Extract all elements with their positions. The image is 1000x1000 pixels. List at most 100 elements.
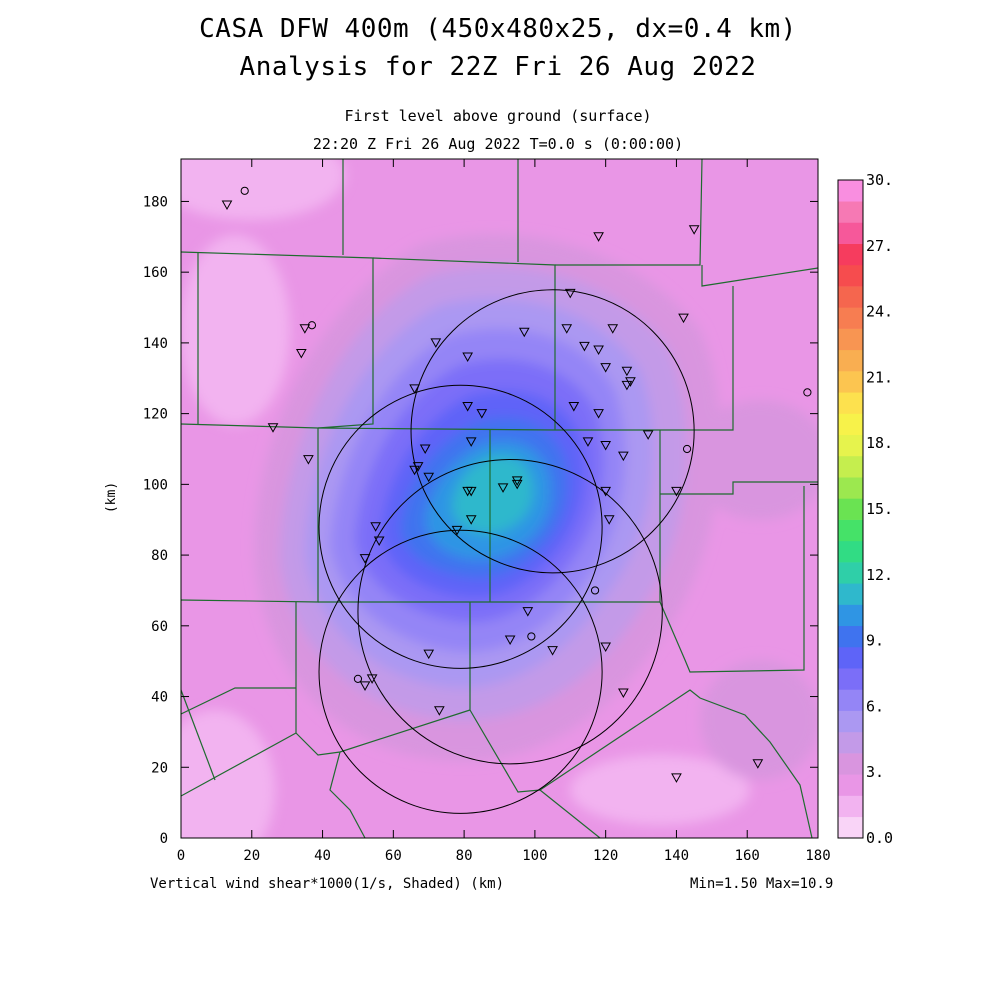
level-description: First level above ground (surface)	[344, 107, 652, 125]
colorbar-label: 27.	[866, 237, 893, 255]
station-triangle-marker	[522, 607, 534, 617]
colorbar-swatch	[838, 477, 863, 499]
station-triangle-marker	[409, 384, 420, 394]
colorbar-swatch	[838, 264, 863, 287]
station-triangle-marker	[752, 759, 764, 769]
colorbar-swatch	[838, 646, 863, 669]
x-tick-label: 120	[593, 848, 618, 864]
colorbar-swatch	[838, 434, 863, 457]
station-triangle-marker	[618, 451, 629, 462]
colorbar-label: 18.	[866, 434, 893, 452]
station-triangle-marker	[579, 341, 590, 352]
station-triangle-marker	[593, 232, 604, 242]
x-tick-label: 140	[664, 848, 689, 864]
station-triangle-marker	[607, 324, 619, 334]
colorbar-swatch	[838, 222, 863, 244]
station-triangle-marker	[561, 324, 573, 334]
radar-ring	[318, 384, 603, 669]
colorbar-label: 30.	[866, 171, 893, 189]
station-triangle-marker	[688, 225, 700, 235]
colorbar-swatch	[838, 307, 863, 329]
y-tick-label: 40	[151, 690, 168, 706]
radar-ring	[410, 289, 695, 574]
y-tick-label: 100	[143, 477, 168, 493]
y-tick-label: 0	[160, 831, 168, 847]
colorbar-swatch	[838, 180, 863, 202]
station-triangle-marker	[511, 479, 523, 490]
station-triangle-marker	[600, 440, 612, 451]
station-triangle-marker	[564, 288, 576, 299]
x-axis: 0 20 40 60 80 100 120 140 160 180	[177, 159, 831, 864]
station-triangle-marker	[433, 706, 445, 716]
county-boundaries	[181, 159, 818, 838]
colorbar-swatch	[838, 455, 863, 478]
station-triangle-marker	[671, 773, 682, 783]
x-tick-label: 100	[522, 848, 547, 864]
colorbar-label: 6.	[866, 697, 884, 715]
colorbar-swatch	[838, 498, 863, 520]
station-markers	[221, 186, 812, 783]
station-triangle-marker	[419, 444, 431, 455]
station-triangle-marker	[642, 430, 654, 440]
station-circle-marker	[240, 186, 249, 195]
station-triangle-marker	[373, 536, 385, 546]
colorbar-label: 24.	[866, 303, 893, 321]
station-triangle-marker	[621, 366, 633, 377]
colorbar-swatch	[838, 816, 863, 839]
y-tick-label: 20	[151, 760, 168, 776]
colorbar-swatch	[838, 668, 863, 690]
colorbar-swatch	[838, 625, 863, 648]
station-circle-marker	[527, 632, 536, 641]
colorbar-label: 3.	[866, 763, 884, 781]
map-title: CASA DFW 400m (450x480x25, dx=0.4 km)	[199, 14, 797, 44]
station-triangle-marker	[600, 642, 612, 653]
station-triangle-marker	[462, 402, 474, 412]
shaded-field	[181, 159, 818, 838]
y-tick-label: 180	[143, 194, 168, 210]
station-triangle-marker	[497, 483, 509, 493]
colorbar-swatch	[838, 243, 863, 266]
station-triangle-marker	[621, 380, 633, 391]
station-triangle-marker	[582, 437, 594, 447]
y-tick-label: 160	[143, 265, 168, 281]
colorbar-swatch	[838, 519, 863, 542]
valid-time: 22:20 Z Fri 26 Aug 2022 T=0.0 s (0:00:00…	[312, 135, 684, 153]
station-triangle-marker	[423, 649, 435, 660]
station-triangle-marker	[476, 409, 488, 419]
y-tick-label: 80	[151, 548, 168, 564]
y-tick-label: 60	[151, 619, 168, 635]
station-triangle-marker	[568, 402, 580, 412]
colorbar-swatch	[838, 689, 863, 711]
station-triangle-marker	[430, 338, 442, 348]
colorbar-label: 21.	[866, 368, 893, 386]
station-triangle-marker	[423, 472, 435, 483]
station-triangle-marker	[295, 349, 307, 359]
colorbar-swatch	[838, 774, 863, 796]
y-tick-label: 140	[143, 336, 168, 352]
station-triangle-marker	[299, 324, 311, 334]
colorbar-swatch	[838, 540, 863, 563]
colorbar-swatch	[838, 562, 863, 584]
colorbar-swatch	[838, 753, 863, 775]
station-triangle-marker	[366, 674, 378, 684]
radar-ring	[318, 529, 603, 814]
colorbar-swatch	[838, 392, 863, 414]
colorbar-frame	[837, 179, 864, 839]
station-triangle-marker	[462, 352, 474, 363]
colorbar-swatch	[838, 349, 863, 372]
station-circle-marker	[682, 444, 692, 454]
station-circle-marker	[353, 674, 363, 683]
station-triangle-marker	[618, 688, 629, 699]
colorbar-swatch	[838, 286, 863, 308]
station-triangle-marker	[603, 515, 615, 525]
radar-ring	[357, 458, 663, 765]
x-tick-label: 160	[735, 848, 760, 864]
station-triangle-marker	[451, 525, 463, 536]
station-triangle-marker	[678, 313, 689, 324]
colorbar-swatch	[838, 731, 863, 754]
map-frame	[180, 158, 819, 839]
colorbar-label: 12.	[866, 566, 893, 584]
colorbar-label: 15.	[866, 500, 893, 518]
colorbar-swatch	[838, 604, 863, 627]
